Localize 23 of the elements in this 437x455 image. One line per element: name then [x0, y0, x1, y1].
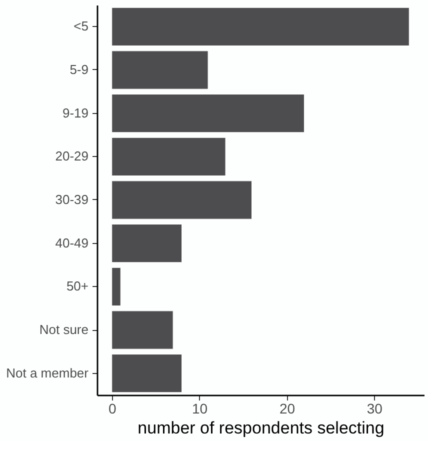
y-tick-label: 50+ [66, 278, 88, 294]
y-tick-label: 9-19 [62, 105, 88, 120]
x-tick-label: 20 [279, 400, 296, 416]
x-tick-label: 30 [366, 400, 383, 416]
y-tick-label: 40-49 [55, 235, 88, 250]
bar [112, 7, 410, 46]
y-tick-label: Not sure [39, 322, 88, 337]
y-tick-label: 5-9 [70, 62, 88, 77]
x-axis-title: number of respondents selecting [138, 418, 384, 438]
x-tick-label: 10 [192, 400, 208, 416]
y-tick-label: <5 [74, 18, 88, 34]
y-tick-label: 20-29 [55, 148, 88, 164]
bar [112, 180, 252, 220]
bar [112, 354, 182, 393]
bar [112, 310, 174, 350]
x-tick-label: 0 [108, 400, 116, 416]
y-tick-label: Not a member [6, 365, 90, 380]
y-tick-label: 30-39 [55, 192, 88, 207]
bar [112, 50, 208, 90]
bar [112, 94, 304, 133]
bar [112, 137, 226, 176]
bar [112, 224, 182, 263]
bar [112, 267, 121, 306]
